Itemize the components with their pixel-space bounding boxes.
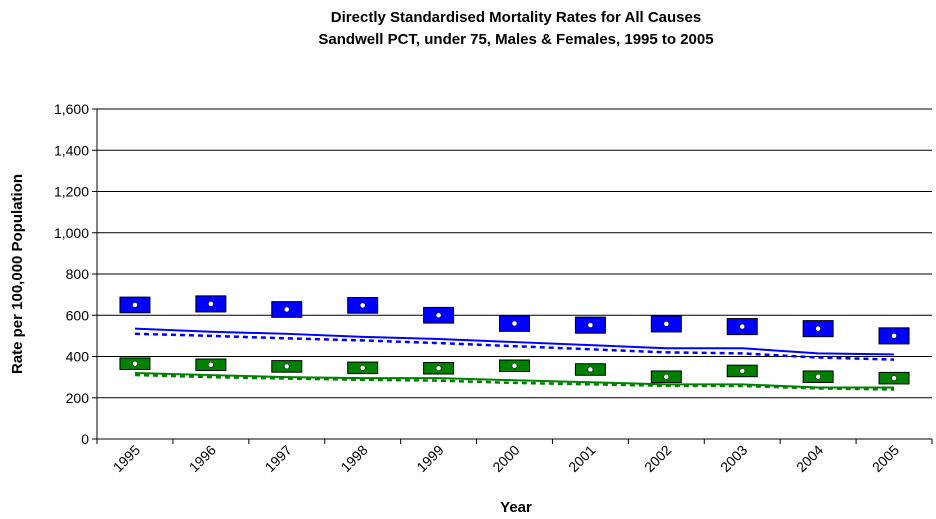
point bbox=[815, 373, 821, 380]
y-tick-label: 1,600 bbox=[54, 101, 89, 117]
x-tick-label: 1997 bbox=[262, 442, 295, 475]
x-tick-label: 2004 bbox=[793, 442, 826, 475]
x-axis-title: Year bbox=[500, 499, 532, 516]
point bbox=[208, 301, 214, 307]
y-tick-label: 200 bbox=[66, 390, 90, 406]
x-tick-label: 2003 bbox=[717, 442, 750, 475]
x-tick-label: 2000 bbox=[489, 442, 522, 475]
point bbox=[359, 365, 366, 371]
point bbox=[435, 365, 442, 372]
point bbox=[587, 322, 594, 328]
trend-line bbox=[134, 332, 895, 361]
point bbox=[511, 363, 518, 369]
y-tick-label: 400 bbox=[66, 349, 90, 365]
x-tick-label: 1998 bbox=[337, 442, 370, 475]
point bbox=[359, 302, 366, 309]
y-axis-title: Rate per 100,000 Population bbox=[9, 174, 26, 374]
x-tick-label: 1999 bbox=[413, 442, 446, 475]
point bbox=[208, 362, 214, 368]
x-tick-label: 2001 bbox=[565, 442, 598, 475]
y-tick-label: 600 bbox=[66, 307, 90, 323]
x-tick-label: 2002 bbox=[641, 442, 674, 475]
point bbox=[663, 373, 670, 380]
point bbox=[815, 325, 821, 332]
point bbox=[284, 306, 290, 313]
y-tick-label: 1,200 bbox=[54, 184, 89, 200]
point bbox=[132, 360, 138, 367]
point bbox=[663, 321, 670, 327]
chart-subtitle: Sandwell PCT, under 75, Males & Females,… bbox=[318, 31, 713, 48]
point bbox=[739, 323, 745, 330]
point bbox=[891, 333, 897, 339]
trend-line bbox=[134, 372, 895, 389]
trend-line bbox=[134, 327, 895, 356]
chart-title: Directly Standardised Mortality Rates fo… bbox=[331, 9, 701, 26]
y-tick-label: 1,000 bbox=[54, 225, 89, 241]
point bbox=[284, 363, 290, 370]
x-tick-label: 1996 bbox=[186, 442, 219, 475]
y-tick-label: 0 bbox=[81, 431, 89, 447]
point bbox=[132, 302, 138, 308]
y-tick-label: 800 bbox=[66, 266, 90, 282]
x-tick-label: 2005 bbox=[869, 442, 902, 475]
point bbox=[739, 368, 745, 374]
point bbox=[587, 366, 594, 373]
point bbox=[435, 312, 442, 318]
point bbox=[511, 320, 518, 327]
point bbox=[891, 375, 897, 381]
y-tick-label: 1,400 bbox=[54, 142, 89, 158]
trend-line bbox=[134, 373, 895, 391]
x-tick-label: 1995 bbox=[110, 442, 143, 475]
